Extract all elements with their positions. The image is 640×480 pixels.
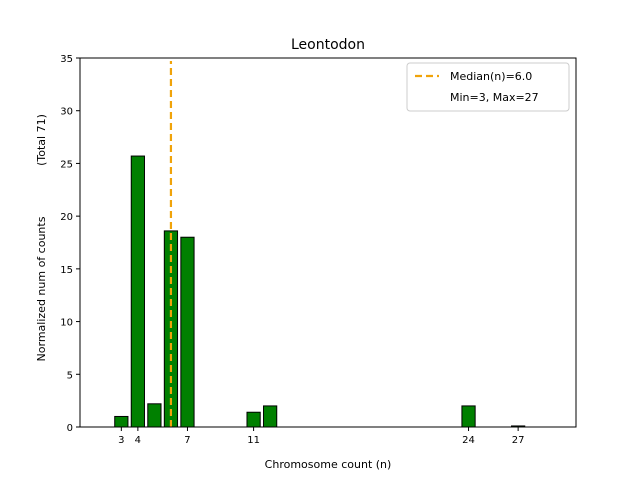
y-tick-label-25: 25 <box>60 159 73 170</box>
bar-n-11 <box>246 411 261 428</box>
bar-n-3 <box>114 415 129 428</box>
y-tick-label-5: 5 <box>67 370 73 381</box>
legend-range-entry: Min=3, Max=27 <box>450 91 539 104</box>
legend-median-entry: Median(n)=6.0 <box>450 70 532 83</box>
x-axis-label: Chromosome count (n) <box>265 458 392 471</box>
bar-n-12 <box>263 405 278 428</box>
y-tick-label-15: 15 <box>60 265 73 276</box>
plot-frame <box>79 57 577 428</box>
chart-title: Leontodon <box>291 37 365 53</box>
bar-n-24 <box>461 405 476 428</box>
bar-n-5 <box>147 403 162 428</box>
y-tick-label-10: 10 <box>60 318 73 329</box>
bars <box>114 155 526 428</box>
bar-n-7 <box>180 236 195 428</box>
plot-area <box>79 57 577 428</box>
plot-background <box>80 58 576 427</box>
y-tick-label-30: 30 <box>60 107 73 118</box>
y-tick-label-0: 0 <box>67 423 73 434</box>
legend-box <box>406 62 570 112</box>
legend: Median(n)=6.0 Min=3, Max=27 <box>406 62 570 112</box>
x-tick-label-11: 11 <box>247 435 260 446</box>
x-tick-label-27: 27 <box>512 435 525 446</box>
x-tick-label-24: 24 <box>462 435 475 446</box>
y-tick-label-20: 20 <box>60 212 73 223</box>
y-tick-label-35: 35 <box>60 54 73 65</box>
x-axis: 3 4 7 11 24 27 <box>118 427 525 446</box>
y-axis-label: Normalized num of counts <box>35 216 48 361</box>
x-tick-label-7: 7 <box>184 435 190 446</box>
x-tick-label-3: 3 <box>118 435 124 446</box>
y-axis: 0 5 10 15 20 25 30 35 <box>60 54 80 434</box>
y-axis-total-label: (Total 71) <box>35 114 48 166</box>
bar-n-4 <box>130 155 145 428</box>
x-tick-label-4: 4 <box>135 435 141 446</box>
